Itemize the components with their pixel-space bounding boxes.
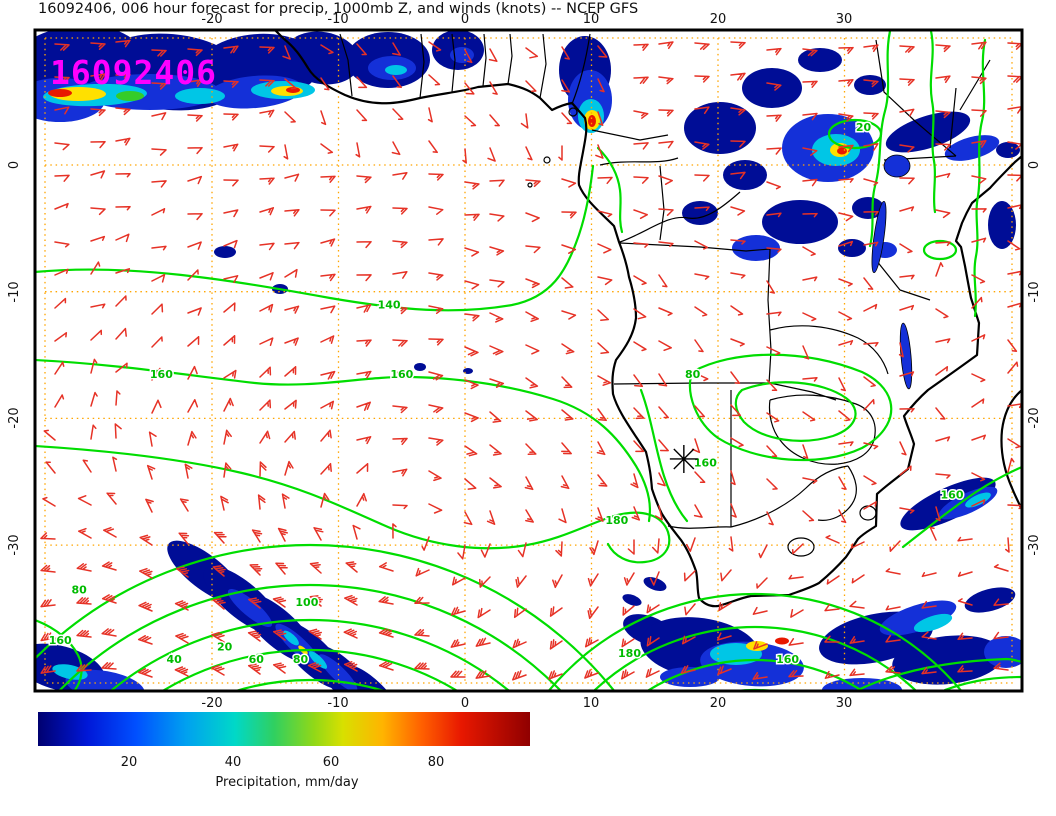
precip-blob [284,31,360,85]
x-tick-bottom: 10 [583,696,600,711]
y-tick-left: 0 [7,161,22,169]
colorbar-gradient [38,712,530,746]
contour-label: 60 [249,653,265,666]
x-tick-top: 30 [836,12,853,27]
x-tick-bottom: -10 [327,696,348,711]
contour-label: 100 [295,596,318,609]
country-borders [339,33,991,529]
colorbar-tick: 60 [323,755,340,770]
x-tick-bottom: 30 [836,696,853,711]
precip-blob [283,630,299,646]
contour-label: 80 [685,368,701,381]
coastlines-and-borders [274,31,1021,608]
y-tick-right: -10 [1027,281,1042,302]
asterisk-marker [669,444,698,473]
contour-label: 160 [776,653,799,666]
timestamp-watermark: 16092406 [50,53,217,92]
africa-coastline [274,31,1021,608]
contour-label: 140 [378,298,401,311]
y-tick-left: -10 [7,281,22,302]
x-tick-bottom: 20 [710,696,727,711]
precip-blob [837,147,847,155]
height-contours [36,31,1021,690]
precip-blob [965,492,991,508]
precip-blob [660,667,720,687]
precip-blob [775,637,789,645]
contour-label: 160 [150,368,173,381]
precip-blob [588,115,596,127]
contour-label: 180 [618,647,641,660]
island-bioko [568,107,578,117]
border-lesotho [787,537,815,557]
precip-blob [879,600,957,636]
x-tick-top: 0 [461,12,469,27]
contour-label: 40 [166,653,182,666]
y-tick-right: -20 [1027,407,1042,428]
madagascar-coastline [1000,389,1021,511]
colorbar-label: Precipitation, mm/day [215,775,358,790]
wind-barb-field [40,39,1021,681]
island-annobon [527,182,533,188]
contour-label: 160 [941,488,964,501]
contour-label: 20 [217,641,233,654]
y-tick-right: -30 [1027,534,1042,555]
x-tick-top: 20 [710,12,727,27]
precip-blob [622,594,642,606]
island-sao-tome [543,156,551,164]
colorbar: 20 40 60 80 Precipitation, mm/day [38,712,530,790]
precip-blob [48,89,72,97]
colorbar-tick: 20 [121,755,138,770]
y-tick-left: -30 [7,534,22,555]
precip-blob [742,68,802,108]
precip-blob [308,651,328,669]
contour-labels: 140 160 160 180 160 80 160 20 80 100 180 160 20 40 60 8… [47,120,965,668]
precip-blob [892,635,1004,685]
precip-blob [798,48,842,72]
contour-label: 20 [856,121,872,134]
colorbar-tick: 40 [225,755,242,770]
precip-blob [996,142,1020,158]
x-tick-top: 10 [583,12,600,27]
precipitation-shading [36,31,1021,690]
lake-tanganyika [871,200,887,274]
x-tick-bottom: 0 [461,696,469,711]
precip-blob [214,246,236,258]
y-tick-right: 0 [1027,161,1042,169]
lake-victoria [883,154,911,178]
precip-blob [414,363,426,371]
map-frame [33,28,1024,693]
axis-ticks: -20 -10 0 10 20 30 -20 -10 0 10 20 30 0 … [7,12,1042,711]
wind-barbs [40,39,1021,681]
x-tick-bottom: -20 [201,696,222,711]
contour-label: 80 [293,653,309,666]
contour-label: 160 [49,634,72,647]
precip-blob [450,47,474,63]
lake-malawi [899,322,913,390]
colorbar-tick: 80 [428,755,445,770]
precip-blob [913,613,953,633]
precip-blob [964,587,1016,613]
x-tick-top: -10 [327,12,348,27]
station-marker [669,444,698,473]
border-swaziland [859,505,877,521]
precip-blob [762,200,838,244]
precip-blob [342,665,402,690]
precip-blob [286,87,300,93]
y-tick-left: -20 [7,407,22,428]
contour-label: 160 [694,457,717,470]
contour-label: 80 [72,583,88,596]
precip-blob [227,588,273,628]
precip-blob [723,160,767,190]
contour-label: 160 [390,368,413,381]
precip-blob [116,91,144,101]
precip-blob [385,65,407,75]
precip-blob [854,75,886,95]
figure-title: 16092406, 006 hour forecast for precip, … [38,1,638,17]
contour-label: 180 [605,514,628,527]
precip-blob [988,201,1016,249]
x-tick-top: -20 [201,12,222,27]
